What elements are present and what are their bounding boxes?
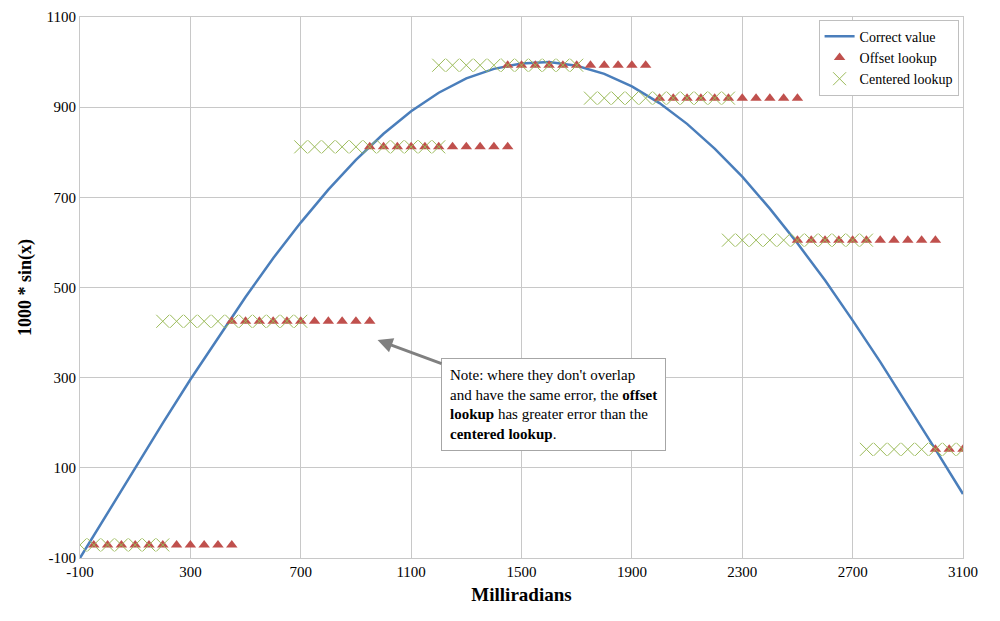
svg-text:300: 300 — [54, 370, 77, 386]
svg-text:Centered lookup: Centered lookup — [860, 72, 953, 87]
svg-text:Correct value: Correct value — [860, 30, 936, 45]
svg-text:1900: 1900 — [617, 564, 647, 580]
svg-text:2700: 2700 — [838, 564, 868, 580]
svg-text:1100: 1100 — [396, 564, 425, 580]
svg-text:1000 * sin(x): 1000 * sin(x) — [15, 239, 36, 336]
svg-text:3100: 3100 — [948, 564, 978, 580]
svg-text:700: 700 — [290, 564, 313, 580]
svg-text:100: 100 — [54, 460, 77, 476]
svg-text:300: 300 — [179, 564, 202, 580]
svg-text:1100: 1100 — [47, 9, 76, 25]
svg-text:700: 700 — [54, 190, 77, 206]
svg-text:900: 900 — [54, 99, 77, 115]
svg-text:1500: 1500 — [507, 564, 537, 580]
svg-text:-100: -100 — [49, 550, 77, 566]
svg-text:Note: where they don't overlap: Note: where they don't overlapand have t… — [450, 367, 657, 442]
svg-text:500: 500 — [54, 280, 77, 296]
svg-text:-100: -100 — [66, 564, 94, 580]
svg-text:2300: 2300 — [727, 564, 757, 580]
svg-text:Milliradians: Milliradians — [471, 584, 571, 605]
svg-text:Offset lookup: Offset lookup — [860, 51, 937, 66]
